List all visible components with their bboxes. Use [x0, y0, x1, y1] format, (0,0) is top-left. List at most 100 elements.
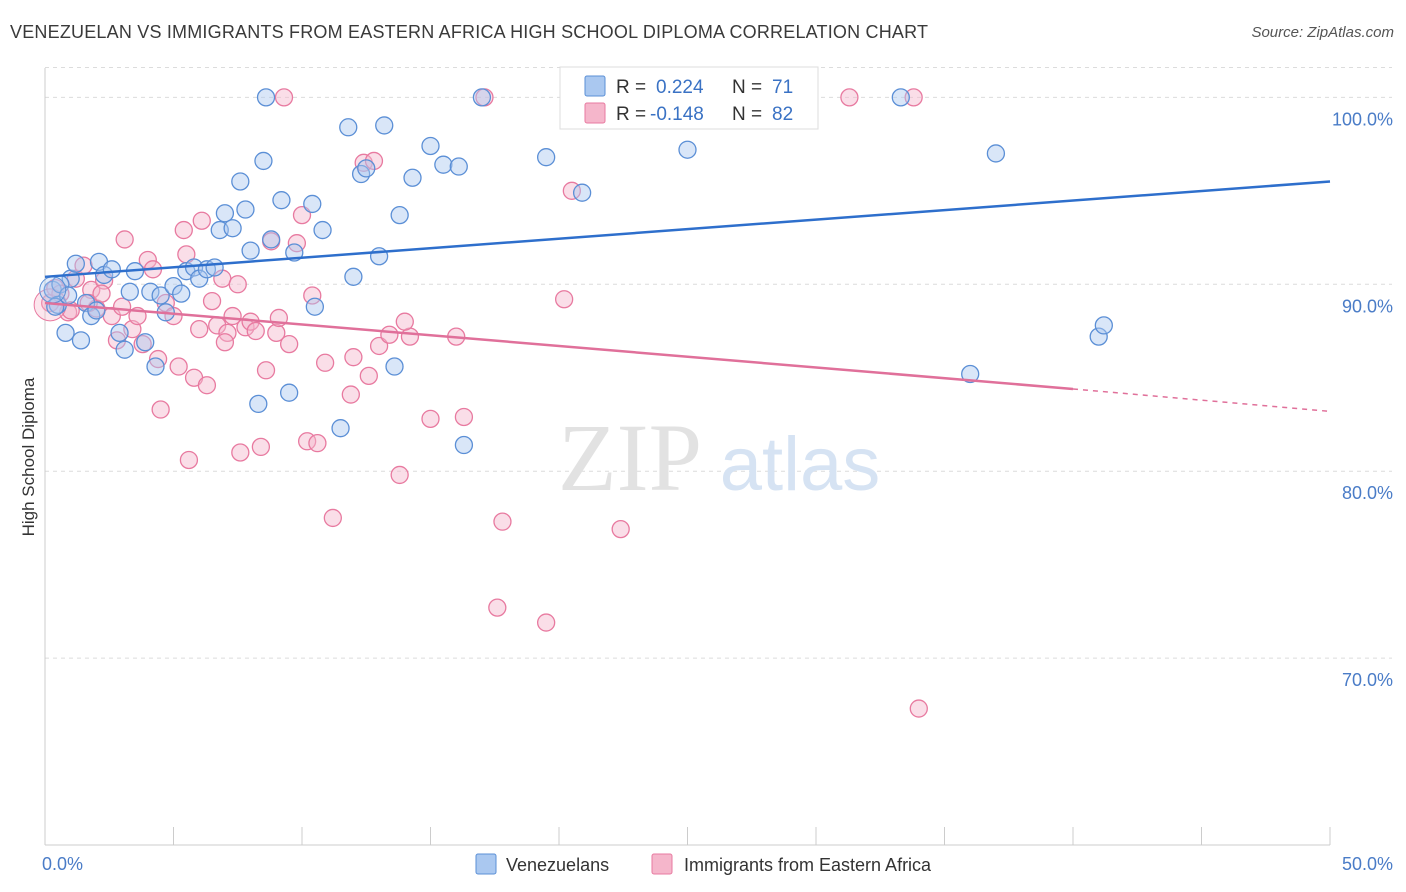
trend-lines [44, 180, 1331, 413]
blue-point-4 [66, 254, 85, 273]
pink-point-78 [215, 333, 235, 352]
legend-r-label-pink: R = [616, 104, 646, 125]
pink-point-48 [303, 286, 322, 305]
axes [44, 68, 1331, 846]
pink-point-23 [174, 220, 193, 240]
pink-point-64 [488, 598, 507, 617]
blue-point-12 [115, 340, 134, 359]
blue-point-65 [1089, 327, 1108, 346]
pink-point-33 [223, 306, 242, 326]
y-tick-label: 90.0% [1342, 296, 1393, 316]
legend-r-label-blue: R = [616, 77, 646, 98]
blue-point-24 [190, 269, 209, 288]
pink-point-80 [344, 348, 363, 367]
blue-point-41 [305, 297, 325, 316]
blue-point-2 [56, 323, 75, 343]
y-axis-title: High School Diploma [19, 377, 38, 536]
blue-point-15 [136, 333, 155, 352]
blue-point-21 [172, 284, 191, 303]
pink-point-42 [267, 323, 286, 343]
blue-point-29 [223, 219, 242, 238]
legend-n-label-blue: N = [732, 77, 762, 98]
watermark-zip: ZIP [558, 404, 702, 511]
blue-point-49 [375, 116, 394, 135]
legend-swatch-pink [584, 102, 606, 124]
blue-point-38 [279, 383, 299, 402]
watermark-atlas: atlas [720, 422, 881, 507]
pink-point-71 [840, 88, 859, 107]
pink-point-39 [251, 437, 271, 457]
blue-point-11 [110, 323, 129, 343]
x-tick-label-max: 50.0% [1342, 854, 1393, 874]
pink-series-points [33, 88, 928, 718]
pink-point-67 [554, 290, 574, 309]
blue-point-37 [272, 191, 291, 210]
pink-point-62 [454, 407, 474, 427]
y-tick-label: 100.0% [1332, 109, 1393, 129]
pink-point-28 [197, 376, 217, 395]
legend-r-value-blue: 0.224 [656, 77, 704, 98]
blue-point-51 [390, 205, 409, 225]
chart-title: VENEZUELAN VS IMMIGRANTS FROM EASTERN AF… [10, 22, 929, 42]
blue-point-61 [678, 140, 697, 159]
legend-n-value-pink: 82 [772, 104, 793, 125]
series-legend: Venezuelans Immigrants from Eastern Afri… [475, 853, 932, 875]
pink-point-50 [315, 353, 335, 372]
source-label: Source: ZipAtlas.com [1251, 24, 1394, 41]
blue-point-44 [339, 118, 358, 137]
blue-point-43 [331, 419, 350, 438]
blue-point-54 [434, 155, 453, 174]
pink-trend-extension [1072, 388, 1331, 413]
pink-point-35 [231, 443, 250, 462]
blue-point-33 [249, 394, 268, 414]
pink-point-24 [179, 450, 199, 470]
blue-point-30 [231, 172, 250, 191]
legend-n-label-pink: N = [732, 104, 762, 125]
blue-point-32 [241, 241, 260, 260]
pink-point-26 [190, 319, 209, 339]
blue-point-18 [151, 286, 170, 305]
blue-point-53 [421, 136, 440, 156]
pink-point-56 [369, 336, 389, 356]
blue-point-56 [454, 435, 474, 455]
legend-swatch-blue [584, 75, 606, 97]
pink-point-60 [421, 409, 440, 429]
legend-r-value-pink: -0.148 [650, 104, 704, 125]
blue-point-57 [472, 88, 492, 107]
y-tick-label: 70.0% [1342, 670, 1393, 690]
bottom-legend-label-blue: Venezuelans [506, 855, 609, 875]
pink-trend-line [44, 301, 1074, 391]
blue-point-28 [215, 204, 235, 223]
pink-point-40 [256, 361, 276, 380]
blue-point-63 [961, 364, 980, 384]
blue-point-40 [303, 194, 322, 214]
pink-point-58 [390, 465, 409, 485]
blue-point-10 [102, 260, 121, 279]
pink-point-19 [151, 400, 170, 419]
pink-point-38 [246, 321, 265, 341]
blue-point-13 [120, 282, 139, 301]
pink-point-66 [537, 613, 556, 632]
pink-point-46 [292, 205, 312, 225]
blue-cluster-point [39, 276, 67, 304]
blue-point-62 [891, 88, 910, 107]
y-tick-labels: 70.0% 80.0% 90.0% 100.0% [1332, 109, 1393, 690]
pink-point-65 [493, 512, 512, 531]
blue-point-66 [1094, 316, 1113, 335]
blue-point-45 [344, 267, 363, 286]
pink-point-11 [112, 297, 132, 316]
pink-point-22 [169, 357, 188, 376]
pink-point-52 [341, 385, 360, 404]
y-tick-label: 80.0% [1342, 483, 1393, 503]
pink-point-69 [611, 519, 630, 539]
pink-point-72 [904, 88, 923, 107]
blue-point-42 [313, 220, 332, 240]
pink-point-43 [274, 88, 294, 107]
pink-point-76 [92, 284, 111, 303]
correlation-legend: R = 0.224 N = 71 R = -0.148 N = 82 [559, 66, 819, 130]
bottom-legend-swatch-pink [651, 853, 673, 875]
blue-point-17 [146, 357, 165, 376]
bottom-legend-label-pink: Immigrants from Eastern Africa [684, 855, 932, 875]
blue-point-52 [403, 168, 422, 187]
pink-point-57 [380, 325, 399, 344]
